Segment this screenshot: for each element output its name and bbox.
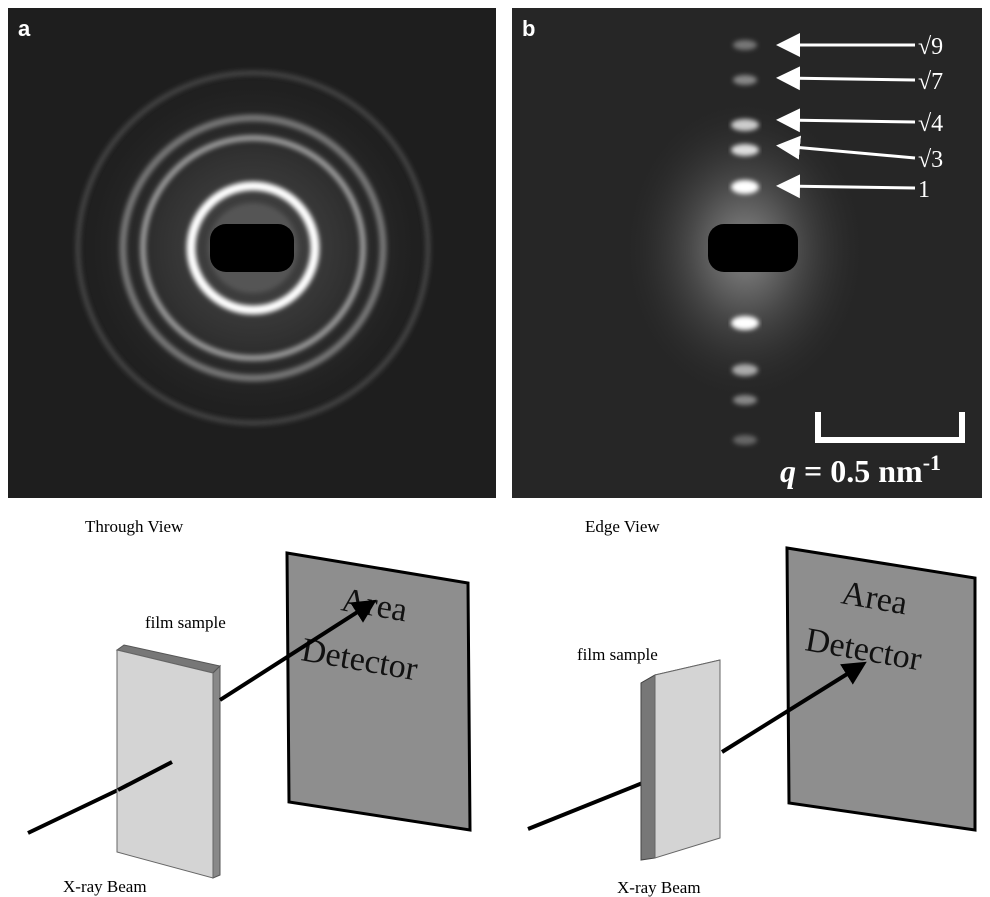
scale-label: q = 0.5 nm-1 bbox=[780, 450, 941, 489]
caption: Through View bbox=[85, 517, 184, 536]
peak-label: √3 bbox=[918, 147, 943, 173]
peak-arrow bbox=[782, 186, 915, 188]
scale-text: = 0.5 nm bbox=[804, 453, 923, 489]
peak-arrow bbox=[782, 78, 915, 80]
sample-label: film sample bbox=[577, 645, 658, 664]
panel-label: a bbox=[18, 16, 31, 41]
diagram-through: Area Detector film sample X-ray Beam bbox=[28, 553, 470, 896]
peak-label: √7 bbox=[918, 69, 943, 95]
pattern-b: b √9 √7 √4 √3 1 q = 0.5 nm-1 bbox=[512, 8, 982, 498]
scale-exponent: -1 bbox=[923, 450, 941, 475]
beam-label: X-ray Beam bbox=[63, 877, 147, 896]
pattern-a: a bbox=[8, 8, 496, 498]
figure: a b √9√7√4√31 q = 0.5 nm-1 Through View … bbox=[0, 0, 990, 897]
peak-arrow bbox=[782, 120, 915, 122]
beam-label: X-ray Beam bbox=[617, 878, 701, 897]
peak-label: √9 bbox=[918, 34, 943, 60]
peak-label: √4 bbox=[918, 111, 943, 137]
peak-label: 1 bbox=[918, 177, 930, 203]
panel-label: b bbox=[522, 16, 535, 41]
scale-symbol: q bbox=[780, 453, 796, 489]
diagram-edge: Area Detector film sample X-ray Beam bbox=[528, 548, 975, 897]
sample-label: film sample bbox=[145, 613, 226, 632]
caption: Edge View bbox=[585, 517, 660, 536]
